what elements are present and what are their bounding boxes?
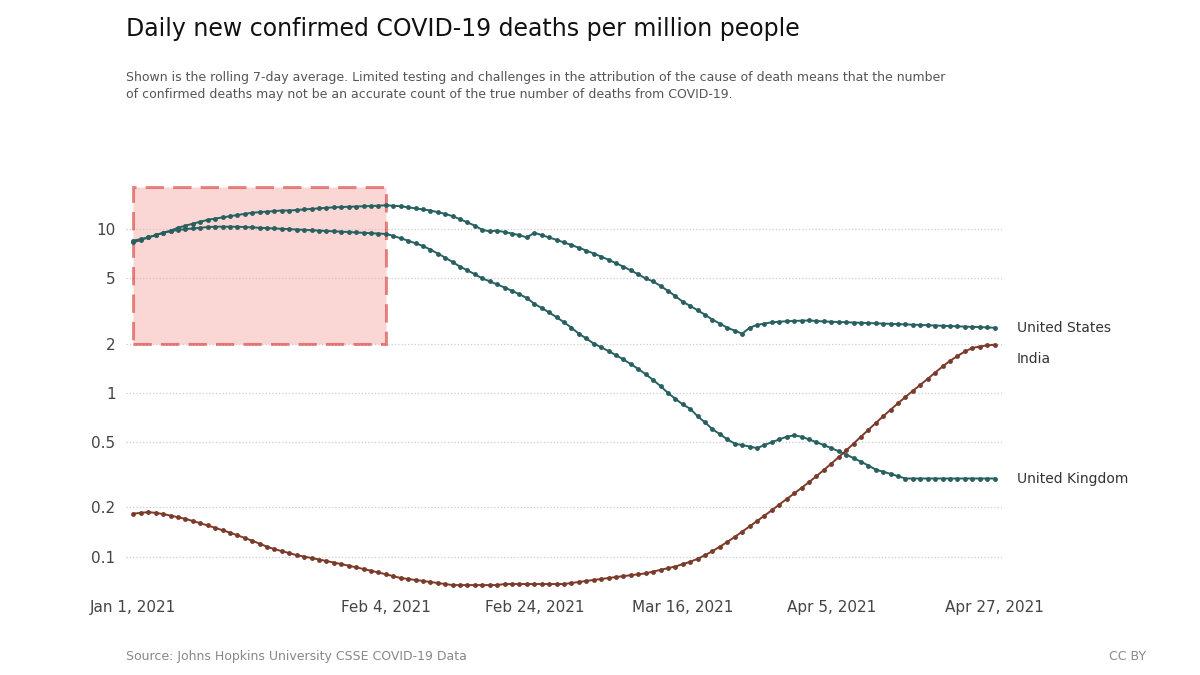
Text: Shown is the rolling 7-day average. Limited testing and challenges in the attrib: Shown is the rolling 7-day average. Limi… — [126, 71, 946, 101]
Bar — [133, 188, 386, 344]
Text: Daily new confirmed COVID-19 deaths per million people: Daily new confirmed COVID-19 deaths per … — [126, 17, 799, 41]
Text: Our World
in Data: Our World in Data — [1043, 49, 1123, 79]
Text: United Kingdom: United Kingdom — [1016, 472, 1128, 485]
Text: CC BY: CC BY — [1109, 650, 1146, 663]
Text: India: India — [1016, 352, 1051, 366]
Text: United States: United States — [1016, 321, 1111, 335]
Text: Source: Johns Hopkins University CSSE COVID-19 Data: Source: Johns Hopkins University CSSE CO… — [126, 650, 467, 663]
